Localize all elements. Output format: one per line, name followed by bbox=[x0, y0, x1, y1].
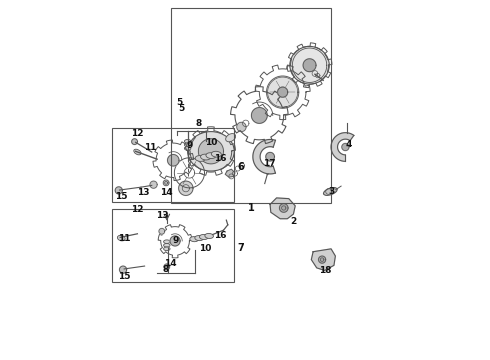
Text: 15: 15 bbox=[115, 192, 127, 201]
Ellipse shape bbox=[226, 134, 236, 142]
Text: 16: 16 bbox=[214, 154, 226, 163]
Ellipse shape bbox=[190, 237, 198, 242]
Polygon shape bbox=[266, 152, 274, 161]
Text: 10: 10 bbox=[199, 244, 212, 253]
Ellipse shape bbox=[200, 154, 211, 160]
Polygon shape bbox=[132, 139, 137, 144]
Polygon shape bbox=[293, 48, 327, 82]
Ellipse shape bbox=[134, 149, 141, 155]
Ellipse shape bbox=[164, 243, 170, 247]
Ellipse shape bbox=[164, 240, 170, 243]
Bar bbox=[172, 8, 331, 203]
Text: 5: 5 bbox=[176, 98, 183, 107]
Polygon shape bbox=[179, 181, 193, 195]
Ellipse shape bbox=[188, 132, 234, 171]
Text: 16: 16 bbox=[214, 231, 226, 240]
Ellipse shape bbox=[211, 151, 221, 157]
Polygon shape bbox=[267, 76, 299, 108]
Polygon shape bbox=[150, 181, 157, 188]
Ellipse shape bbox=[323, 188, 337, 195]
Text: 2: 2 bbox=[290, 217, 296, 226]
Text: 12: 12 bbox=[131, 129, 144, 138]
Text: 13: 13 bbox=[156, 211, 169, 220]
Polygon shape bbox=[270, 198, 295, 219]
Text: 1: 1 bbox=[248, 203, 255, 213]
Bar bbox=[112, 209, 234, 282]
Text: 14: 14 bbox=[165, 259, 177, 268]
Ellipse shape bbox=[195, 156, 205, 161]
Ellipse shape bbox=[290, 46, 329, 84]
Text: 7: 7 bbox=[237, 243, 244, 253]
Polygon shape bbox=[159, 228, 165, 234]
Polygon shape bbox=[253, 139, 275, 174]
Text: 15: 15 bbox=[118, 271, 130, 280]
Text: 11: 11 bbox=[118, 234, 130, 243]
Polygon shape bbox=[164, 264, 170, 270]
Ellipse shape bbox=[205, 233, 214, 238]
Text: 9: 9 bbox=[186, 141, 193, 150]
Ellipse shape bbox=[164, 247, 170, 251]
Polygon shape bbox=[198, 139, 223, 164]
Ellipse shape bbox=[195, 235, 203, 240]
Polygon shape bbox=[120, 266, 126, 273]
Polygon shape bbox=[237, 122, 246, 132]
Polygon shape bbox=[170, 236, 180, 246]
Polygon shape bbox=[342, 143, 349, 150]
Ellipse shape bbox=[184, 143, 191, 147]
Text: 18: 18 bbox=[319, 266, 332, 275]
Polygon shape bbox=[163, 180, 169, 186]
Text: 8: 8 bbox=[195, 119, 201, 128]
Polygon shape bbox=[115, 187, 122, 194]
Bar bbox=[112, 128, 234, 202]
Text: 13: 13 bbox=[137, 188, 149, 197]
Text: 6: 6 bbox=[237, 162, 244, 172]
Polygon shape bbox=[331, 133, 354, 161]
Text: 14: 14 bbox=[160, 188, 172, 197]
Polygon shape bbox=[168, 154, 179, 166]
Ellipse shape bbox=[206, 153, 216, 158]
Polygon shape bbox=[279, 204, 288, 212]
Polygon shape bbox=[278, 87, 288, 97]
Text: 10: 10 bbox=[205, 138, 217, 147]
Polygon shape bbox=[318, 256, 326, 263]
Text: 3: 3 bbox=[328, 187, 334, 196]
Text: 9: 9 bbox=[173, 237, 179, 246]
Text: 17: 17 bbox=[263, 159, 276, 168]
Text: 11: 11 bbox=[144, 143, 156, 152]
Ellipse shape bbox=[118, 235, 125, 241]
Polygon shape bbox=[303, 59, 316, 72]
Ellipse shape bbox=[184, 147, 191, 150]
Polygon shape bbox=[311, 249, 335, 270]
Polygon shape bbox=[251, 108, 267, 123]
Text: 8: 8 bbox=[163, 265, 169, 274]
Text: 5: 5 bbox=[178, 104, 184, 113]
Ellipse shape bbox=[184, 139, 191, 143]
Polygon shape bbox=[225, 169, 235, 177]
Ellipse shape bbox=[199, 234, 208, 239]
Text: 12: 12 bbox=[131, 205, 144, 214]
Text: 4: 4 bbox=[346, 140, 352, 149]
